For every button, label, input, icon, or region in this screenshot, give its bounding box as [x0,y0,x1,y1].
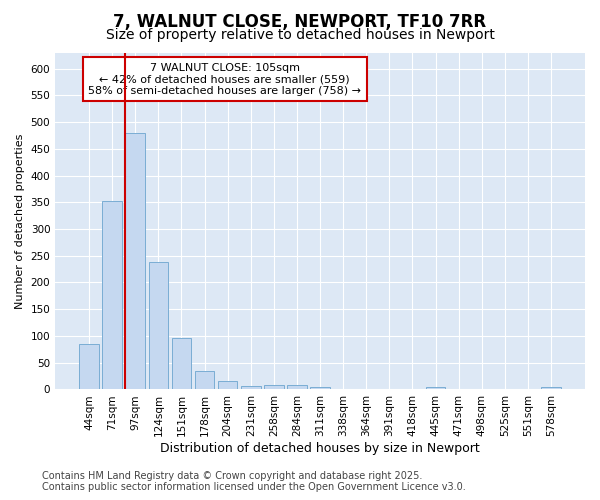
Bar [218,381,238,390]
Text: 7, WALNUT CLOSE, NEWPORT, TF10 7RR: 7, WALNUT CLOSE, NEWPORT, TF10 7RR [113,12,487,30]
Y-axis label: Number of detached properties: Number of detached properties [15,134,25,308]
Bar [287,385,307,390]
Bar [149,262,168,390]
Text: 7 WALNUT CLOSE: 105sqm
← 42% of detached houses are smaller (559)
58% of semi-de: 7 WALNUT CLOSE: 105sqm ← 42% of detached… [88,62,361,96]
Bar [310,387,330,390]
Bar [172,338,191,390]
Bar [195,370,214,390]
X-axis label: Distribution of detached houses by size in Newport: Distribution of detached houses by size … [160,442,480,455]
Bar [264,385,284,390]
Bar [125,132,145,390]
Bar [79,344,99,390]
Bar [103,201,122,390]
Bar [241,386,260,390]
Text: Size of property relative to detached houses in Newport: Size of property relative to detached ho… [106,28,494,42]
Bar [541,387,561,390]
Text: Contains HM Land Registry data © Crown copyright and database right 2025.
Contai: Contains HM Land Registry data © Crown c… [42,471,466,492]
Bar [426,387,445,390]
